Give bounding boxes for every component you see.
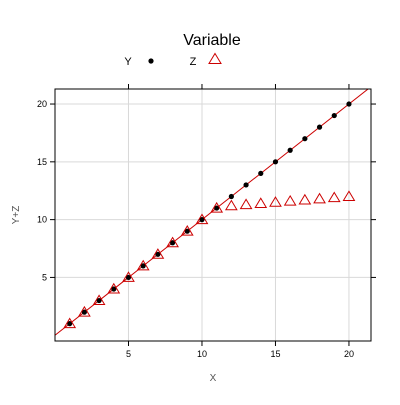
point-y-12 (228, 193, 234, 200)
point-y-18 (316, 124, 323, 130)
point-y-16 (287, 147, 293, 153)
point-z-7 (151, 248, 165, 259)
y-tick-label: 10 (37, 215, 47, 225)
point-y-8 (169, 240, 176, 246)
point-z-9 (180, 225, 194, 236)
y-tick-label: 20 (37, 99, 47, 109)
point-z-3 (92, 294, 106, 306)
legend: Variable Y Z (124, 32, 241, 68)
point-y-6 (140, 263, 146, 269)
point-z-18 (313, 192, 326, 204)
point-z-2 (78, 305, 91, 317)
point-y-5 (125, 274, 132, 281)
point-z-14 (254, 197, 268, 208)
point-y-17 (302, 136, 308, 142)
legend-marker-z-icon (208, 52, 222, 64)
point-z-5 (122, 271, 135, 282)
x-tick-label: 10 (197, 349, 207, 359)
point-z-12 (224, 199, 238, 211)
point-z-6 (136, 259, 150, 271)
point-y-1 (67, 321, 73, 327)
point-y-7 (155, 251, 161, 257)
point-z-16 (283, 194, 297, 206)
y-axis-label: Y+Z (11, 206, 22, 225)
point-y-2 (81, 309, 87, 315)
legend-label-z: Z (190, 56, 197, 68)
point-y-3 (96, 297, 102, 304)
x-axis-label: X (210, 373, 217, 384)
point-z-19 (327, 191, 341, 203)
point-z-17 (298, 193, 312, 205)
point-z-1 (63, 317, 77, 329)
point-z-8 (166, 236, 179, 248)
legend-marker-y-icon (148, 58, 154, 64)
series-layer (63, 101, 356, 329)
point-y-4 (111, 286, 117, 292)
point-z-11 (210, 201, 224, 213)
point-z-10 (195, 213, 209, 225)
point-z-4 (107, 282, 121, 294)
legend-title: Variable (183, 32, 241, 49)
point-z-15 (269, 196, 282, 207)
point-y-14 (258, 170, 264, 176)
x-tick-label: 5 (126, 349, 131, 359)
point-y-11 (214, 205, 220, 211)
y-tick-label: 15 (37, 157, 47, 167)
x-tick-label: 20 (344, 349, 354, 359)
point-y-20 (346, 101, 352, 107)
point-y-19 (331, 112, 337, 119)
point-y-9 (184, 228, 190, 234)
point-z-20 (342, 190, 356, 202)
plot-frame (54, 88, 372, 342)
x-tick-label: 15 (270, 349, 280, 359)
grid-layer (55, 89, 371, 341)
axis-layer: 5 10 15 20 5 10 15 20 (37, 84, 376, 359)
y-tick-label: 5 (42, 272, 47, 282)
legend-label-y: Y (124, 56, 132, 68)
point-z-13 (239, 198, 253, 210)
point-y-15 (272, 159, 279, 165)
point-y-13 (243, 182, 249, 188)
point-y-10 (199, 217, 205, 223)
